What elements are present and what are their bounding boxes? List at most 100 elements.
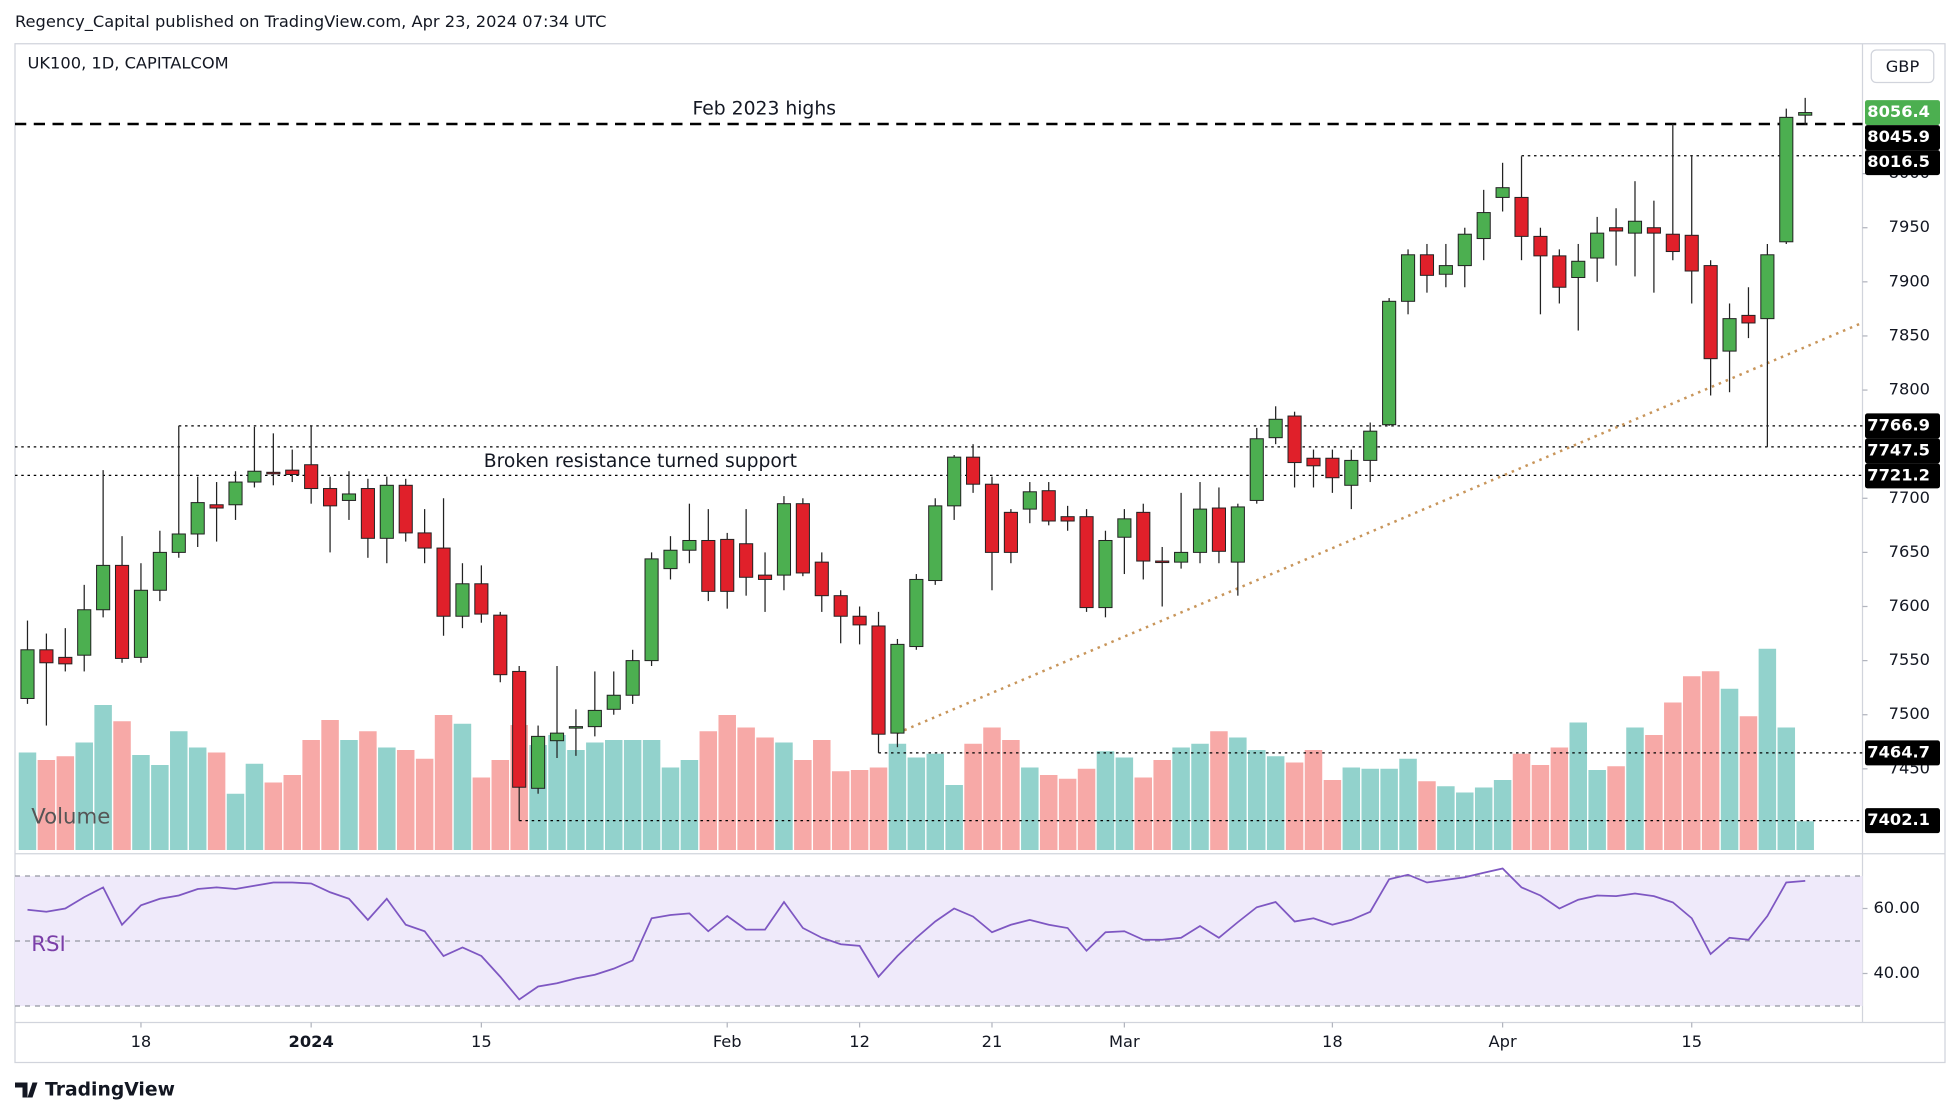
volume-bar [1134, 777, 1153, 850]
volume-bar [1096, 751, 1115, 850]
volume-bar [132, 755, 150, 850]
volume-bar [1531, 765, 1550, 850]
volume-bar [718, 715, 736, 850]
candle-body [852, 615, 867, 626]
volume-bar [359, 731, 377, 850]
currency[interactable]: GBP [1886, 57, 1920, 76]
y-tick-label: 7500 [1889, 704, 1930, 723]
volume-bar [1512, 753, 1531, 850]
candle-body [1590, 232, 1605, 259]
candle-body [20, 649, 35, 699]
volume-bar [604, 740, 623, 850]
candle-body [1382, 300, 1397, 426]
volume-bar [491, 760, 510, 850]
candle-body [1174, 551, 1189, 563]
price-label-box [1865, 125, 1940, 151]
volume-bar [453, 723, 472, 850]
volume-bar [1720, 688, 1739, 850]
volume-bar [642, 740, 661, 850]
candle-body [77, 609, 92, 656]
x-tick-label: 15 [471, 1032, 492, 1051]
candle-body [682, 539, 697, 551]
candle-body [644, 558, 659, 662]
volume-bar [586, 742, 604, 850]
candle-body [549, 732, 565, 742]
candle-body [1552, 255, 1567, 288]
candle-body [1571, 260, 1586, 279]
currency-box[interactable] [1870, 49, 1935, 84]
x-tick-label: 12 [849, 1032, 870, 1051]
volume-bar [680, 760, 699, 850]
candle-body [417, 532, 432, 549]
volume-bar [1380, 768, 1398, 850]
candle-body [323, 488, 338, 507]
candle-body [663, 549, 678, 570]
price-label: 8045.9 [1867, 127, 1930, 146]
candle-body [1646, 227, 1661, 234]
volume-bar [1002, 740, 1020, 850]
symbol: UK100, 1D, CAPITALCOM [28, 53, 229, 72]
volume-bar [94, 705, 112, 850]
candle-body [474, 583, 489, 615]
volume-bar [18, 752, 37, 850]
price-label: 7721.2 [1867, 465, 1930, 484]
candle-body [304, 464, 319, 490]
price-label: 7402.1 [1867, 810, 1930, 829]
volume-bar [1399, 758, 1417, 850]
candle-body [1079, 516, 1094, 609]
candle-body [228, 481, 243, 506]
candle-body [455, 583, 470, 617]
price-label-box [1865, 100, 1940, 126]
candle-body [739, 543, 754, 578]
annotation: Feb 2023 highs [693, 98, 836, 119]
candle-body [833, 595, 848, 617]
volume-bar [737, 727, 755, 850]
volume-bar [1115, 757, 1134, 850]
candle-body [1306, 457, 1321, 467]
volume-bar [756, 737, 774, 850]
volume-bar [888, 743, 907, 850]
volume-bar [850, 770, 869, 850]
candle-body [890, 643, 905, 734]
y-tick-label: 7800 [1889, 380, 1930, 399]
candle-body [871, 625, 886, 735]
candle-body [1022, 491, 1037, 510]
x-tick-label: 15 [1681, 1032, 1702, 1051]
candle-body [1325, 457, 1340, 479]
rsi-tick-label: 60.00 [1873, 898, 1920, 917]
candle-body [266, 471, 281, 475]
volume-bar [1342, 767, 1361, 850]
volume-bar [1153, 760, 1171, 850]
volume-bar [207, 752, 226, 850]
candle-body [1211, 507, 1226, 552]
candle-body [587, 709, 602, 728]
price-label: 7464.7 [1867, 742, 1930, 761]
price-label-box [1865, 150, 1940, 176]
price-label: 8056.4 [1867, 102, 1930, 121]
candle-body [1400, 254, 1416, 302]
volume-bar [623, 740, 642, 850]
volume-bar [926, 753, 945, 850]
price-label-box [1865, 463, 1940, 489]
volume-bar [1701, 671, 1720, 850]
volume-bar [1418, 781, 1436, 850]
candle-body [1476, 212, 1491, 240]
y-tick-label: 7700 [1889, 488, 1930, 507]
candle-body [1627, 220, 1643, 234]
tv-logo: TradingView [45, 1080, 175, 1101]
rsi-label: RSI [31, 932, 66, 957]
volume-bar [1796, 821, 1814, 850]
candle-body [285, 469, 300, 475]
volume-bar [170, 731, 188, 850]
volume-bar [302, 740, 320, 850]
volume-bar [983, 727, 1001, 850]
candle-body [398, 484, 413, 534]
x-tick-label: 18 [1322, 1032, 1343, 1051]
candle-body [39, 649, 54, 664]
volume-bar [1607, 766, 1625, 850]
x-tick-label: Apr [1489, 1032, 1517, 1051]
candle-body [928, 505, 943, 582]
volume-bar [1229, 737, 1247, 850]
x-tick-label: 2024 [289, 1032, 334, 1051]
candle-body [1136, 511, 1151, 562]
